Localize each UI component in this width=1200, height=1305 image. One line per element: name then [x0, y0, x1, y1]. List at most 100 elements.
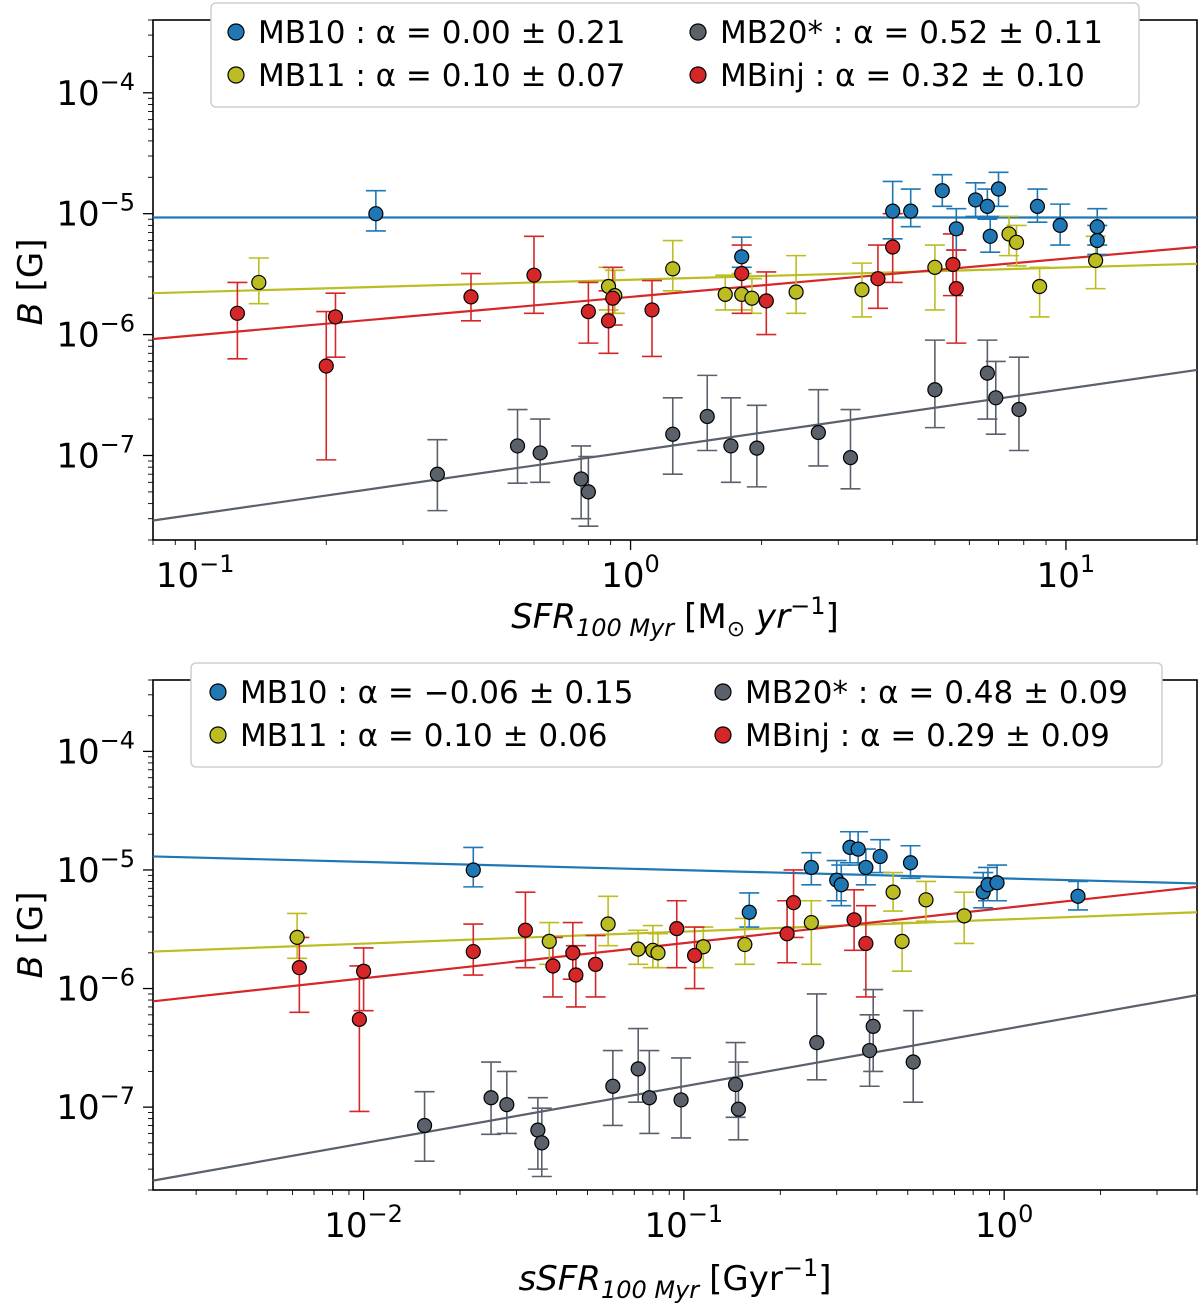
- fit-line-MB11: [152, 262, 1198, 295]
- data-point-MB20star: [483, 1090, 499, 1106]
- x-axis-label-sup: −1: [790, 592, 825, 620]
- legend-label-MBinj: MBinj : α = 0.29 ± 0.09: [745, 718, 1110, 754]
- data-point-MB10: [872, 848, 888, 865]
- data-point-MB11: [788, 284, 804, 300]
- data-point-MBinj: [327, 309, 344, 325]
- data-point-MB20star: [988, 390, 1004, 406]
- data-point-MB11: [927, 259, 943, 275]
- errorbar-MB20star: [840, 408, 861, 490]
- data-point-MB20star: [499, 1097, 515, 1113]
- data-point-MB20star: [605, 1078, 621, 1094]
- legend-marker-MBinj: [689, 66, 707, 84]
- y-tick-label: 10−6: [56, 964, 135, 1010]
- data-point-MB10: [833, 877, 849, 893]
- data-point-MB11: [803, 914, 819, 931]
- data-point-MB10: [368, 206, 384, 222]
- data-point-MB10: [948, 221, 964, 237]
- y-tick-label: 10−5: [56, 845, 135, 891]
- fit-line-MB20star: [152, 994, 1198, 1182]
- data-point-MBinj: [463, 289, 479, 305]
- tick-exponent: −2: [368, 1200, 403, 1228]
- data-point-MB20star: [979, 365, 995, 381]
- data-point-MBinj: [945, 256, 961, 273]
- data-point-MB10: [850, 841, 866, 857]
- data-point-MBinj: [580, 303, 596, 320]
- data-point-MBinj: [885, 239, 901, 255]
- data-point-MBinj: [605, 290, 621, 306]
- tick-base: 10: [56, 1088, 99, 1128]
- data-point-MB20star: [630, 1061, 646, 1077]
- tick-exponent: −6: [100, 964, 135, 992]
- data-point-MB20star: [865, 1018, 881, 1034]
- errorbar-MBinj: [641, 279, 662, 358]
- data-point-MBinj: [351, 1011, 367, 1027]
- data-point-MBinj: [600, 313, 617, 329]
- data-point-MB10: [885, 203, 901, 219]
- errorbar-MB11: [801, 899, 822, 966]
- data-point-MB10: [967, 192, 984, 208]
- x-axis-label-main: SFR: [511, 597, 576, 637]
- y-tick-label: 10−4: [56, 68, 135, 114]
- data-point-MB11: [717, 286, 733, 303]
- data-point-MB10: [1089, 219, 1105, 235]
- x-tick-label: 10−1: [645, 1200, 724, 1246]
- data-point-MB10: [934, 183, 950, 199]
- tick-exponent: −4: [100, 68, 135, 96]
- tick-base: 10: [56, 436, 99, 476]
- tick-exponent: −5: [100, 189, 135, 217]
- data-point-MB20star: [429, 466, 445, 482]
- data-point-MB20star: [530, 1122, 546, 1138]
- tick-exponent: −6: [100, 310, 135, 338]
- data-point-MB10: [903, 203, 919, 219]
- legend-marker-MB10: [209, 683, 227, 701]
- data-point-MB11: [894, 933, 910, 949]
- data-point-MB20star: [673, 1092, 689, 1108]
- data-point-MB11: [956, 908, 972, 924]
- tick-base: 10: [156, 556, 199, 596]
- data-point-MB10: [990, 181, 1007, 197]
- x-axis-label-sun: ⊙: [727, 617, 745, 642]
- data-point-MB10: [979, 198, 995, 214]
- data-point-MBinj: [229, 305, 245, 321]
- data-point-MB20star: [810, 424, 826, 441]
- legend-box: [190, 662, 1163, 768]
- fit-line-MB10: [152, 855, 1198, 885]
- data-point-MB20star: [532, 445, 548, 461]
- legend-label-MBinj: MBinj : α = 0.32 ± 0.10: [720, 58, 1085, 94]
- data-point-MB10: [1029, 198, 1046, 214]
- y-axis-label-var: B: [11, 302, 51, 325]
- data-point-MB20star: [699, 408, 715, 425]
- tick-base: 10: [56, 195, 99, 235]
- tick-exponent: −1: [199, 550, 234, 578]
- data-point-MB20star: [1011, 401, 1027, 418]
- legend-box: [210, 2, 1140, 108]
- data-point-MB20star: [905, 1054, 921, 1070]
- data-point-MB11: [1088, 252, 1104, 269]
- data-point-MB20star: [723, 438, 739, 454]
- data-point-MB20star: [573, 471, 589, 487]
- x-axis-label-unit2: yr: [745, 597, 792, 637]
- data-point-MBinj: [465, 943, 481, 960]
- data-point-MB11: [1008, 234, 1025, 250]
- data-point-MB10: [1070, 888, 1086, 904]
- x-axis-label-main: sSFR: [518, 1259, 600, 1299]
- data-point-MB20star: [727, 1076, 744, 1093]
- legend: MB10 : α = −0.06 ± 0.15 MB11 : α = 0.10 ±…: [190, 662, 1163, 768]
- legend-label-MB10: MB10 : α = 0.00 ± 0.21: [258, 15, 625, 51]
- data-point-MB10: [989, 875, 1005, 891]
- tick-base: 10: [645, 1206, 688, 1246]
- legend-marker-MB11: [227, 66, 245, 84]
- data-point-MB10: [803, 859, 819, 876]
- data-point-MBinj: [291, 960, 307, 976]
- data-point-MBinj: [669, 921, 685, 937]
- data-point-MB10: [1089, 232, 1105, 249]
- x-axis-label: SFR100 Myr [M⊙ yr−1]: [511, 592, 839, 642]
- legend-label-MB10: MB10 : α = −0.06 ± 0.15: [240, 675, 633, 711]
- errorbar-MBinj: [353, 947, 374, 1012]
- x-axis-label-sub: 100 Myr: [576, 614, 676, 642]
- data-point-MBinj: [565, 945, 581, 961]
- x-axis-label-close: ]: [826, 597, 839, 637]
- legend-label-MB20star: MB20* : α = 0.52 ± 0.11: [720, 15, 1103, 51]
- data-point-MBinj: [858, 935, 874, 952]
- data-point-MB11: [885, 884, 901, 900]
